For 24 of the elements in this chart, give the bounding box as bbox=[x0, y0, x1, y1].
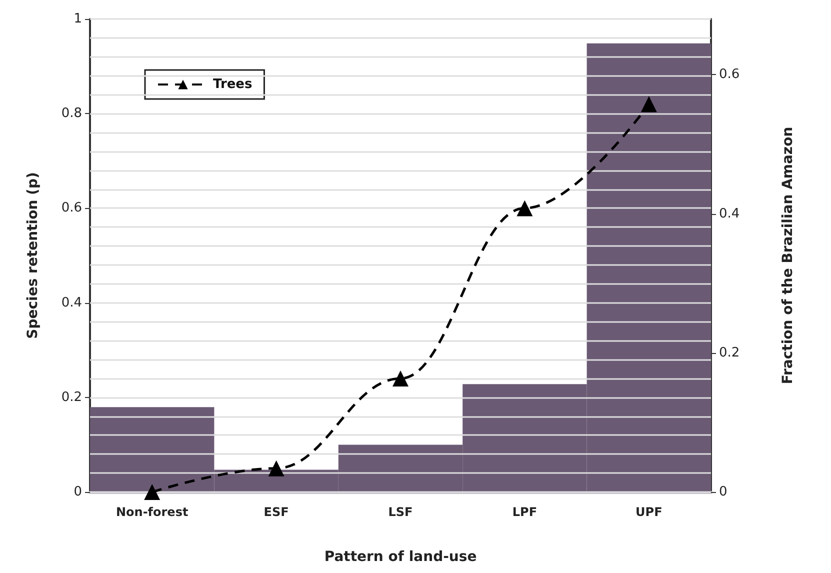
x-tick-label: ESF bbox=[264, 505, 289, 519]
point bbox=[392, 370, 408, 386]
x-tick-label: Non-forest bbox=[116, 505, 188, 519]
x-tick-label: UPF bbox=[636, 505, 662, 519]
y2-tick-label: 0 bbox=[719, 484, 728, 500]
x-axis-title: Pattern of land-use bbox=[324, 549, 477, 565]
point bbox=[268, 460, 284, 476]
y2-tick-label: 0.4 bbox=[719, 206, 740, 222]
point bbox=[144, 484, 160, 500]
legend-label: Trees bbox=[213, 77, 252, 92]
y-tick-label: 0.4 bbox=[61, 295, 82, 310]
y-tick-label: 1 bbox=[74, 12, 82, 26]
x-tick-label: LPF bbox=[512, 505, 538, 519]
x-tick-label: LSF bbox=[388, 505, 413, 519]
y-tick-label: 0.2 bbox=[61, 390, 82, 405]
point bbox=[640, 96, 657, 112]
point bbox=[516, 200, 533, 216]
y-tick-label: 0.6 bbox=[61, 200, 82, 216]
y-axis-title: Species retention (p) bbox=[25, 172, 41, 339]
y2-tick-label: 0.6 bbox=[719, 67, 740, 82]
y2-axis-title: Fraction of the Brazilian Amazon bbox=[780, 126, 796, 384]
y-tick-label: 0.8 bbox=[61, 106, 82, 122]
y-tick-label: 0 bbox=[74, 484, 82, 500]
y2-tick-label: 0.2 bbox=[719, 345, 740, 360]
